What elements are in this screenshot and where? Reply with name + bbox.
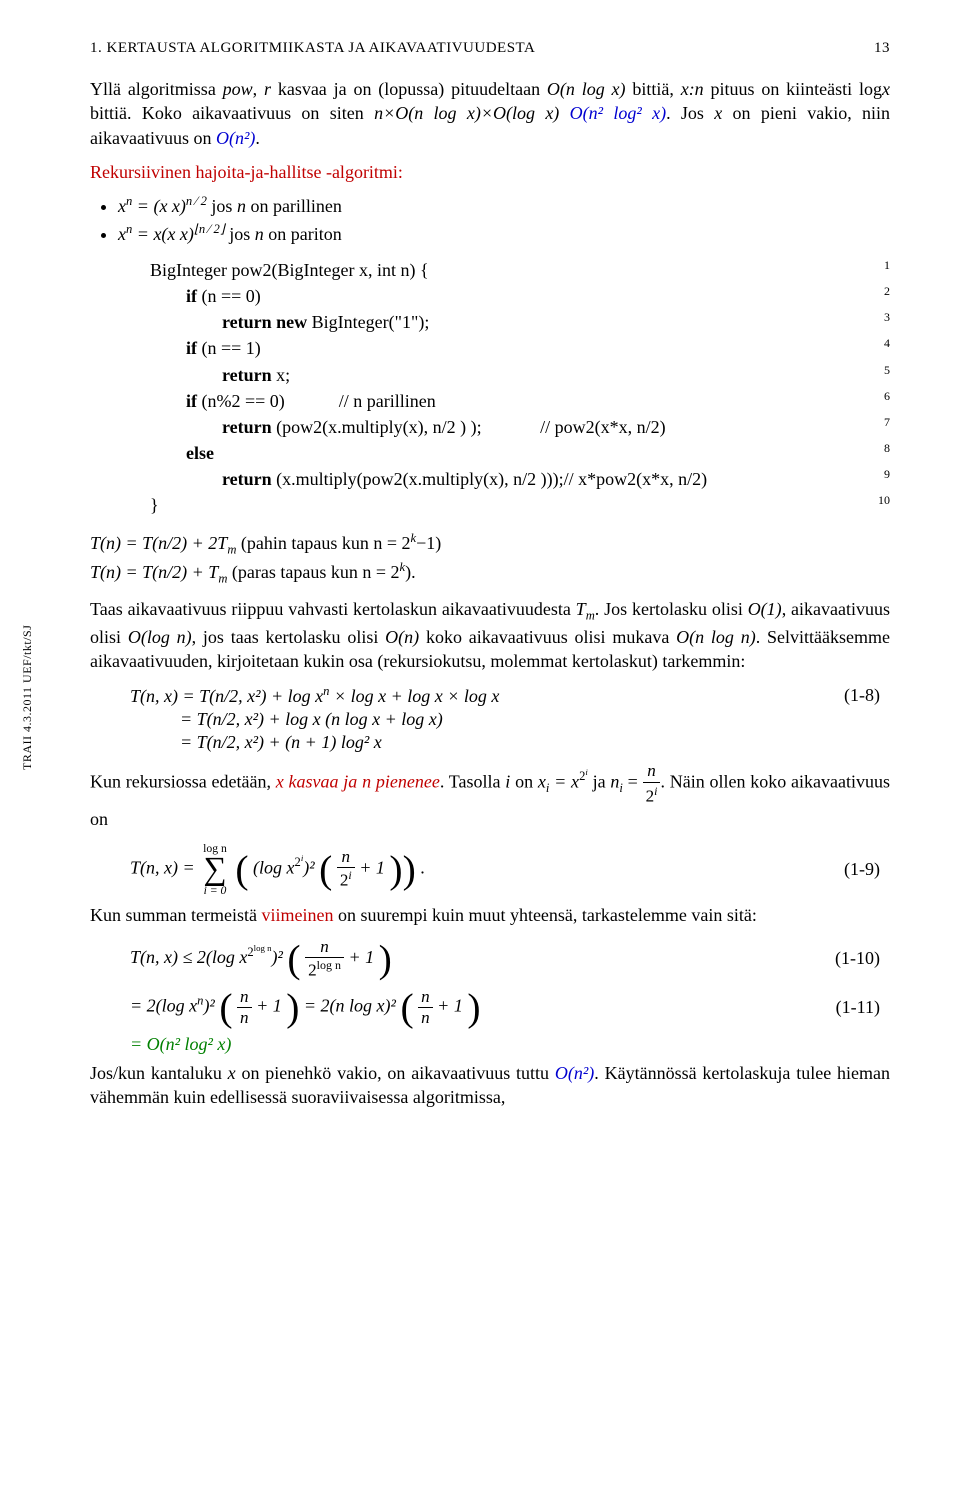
paragraph-2: Rekursiivinen hajoita-ja-hallitse -algor…: [90, 160, 890, 184]
margin-note: TRAII 4.3.2011 UEF/tkt/SJ: [20, 625, 35, 770]
paragraph-7: Jos/kun kantaluku x on pienehkö vakio, o…: [90, 1061, 890, 1110]
paragraph-3: T(n) = T(n/2) + 2Tm (pahin tapaus kun n …: [90, 530, 890, 587]
equation-1-9: T(n, x) = log n∑i = 0 ( (log x2i)² ( n2i…: [130, 842, 890, 897]
bullet-1: xn = (x x)n ⁄ 2 jos n on parillinen: [118, 194, 890, 217]
paragraph-1: Yllä algoritmissa pow, r kasvaa ja on (l…: [90, 77, 890, 150]
chapter-title: 1. KERTAUSTA ALGORITMIIKASTA JA AIKAVAAT…: [90, 40, 535, 56]
bullet-2: xn = x(x x)n ⁄ 2 jos n on pariton: [118, 221, 890, 245]
page-number: 13: [874, 40, 890, 57]
bullet-list: xn = (x x)n ⁄ 2 jos n on parillinen xn =…: [90, 194, 890, 245]
equation-1-10: T(n, x) ≤ 2(log x2log n)² ( n2log n + 1 …: [130, 937, 890, 981]
paragraph-6: Kun summan termeistä viimeinen on suurem…: [90, 903, 890, 927]
equation-final: = O(n² log² x): [130, 1034, 890, 1055]
paragraph-5: Kun rekursiossa edetään, x kasvaa ja n p…: [90, 759, 890, 832]
paragraph-4: Taas aikavaativuus riippuu vahvasti kert…: [90, 597, 890, 673]
page-header: 1. KERTAUSTA ALGORITMIIKASTA JA AIKAVAAT…: [90, 40, 890, 57]
equation-1-11: = 2(log xn)² ( nn + 1 ) = 2(n log x)² ( …: [130, 987, 890, 1028]
code-block: BigInteger pow2(BigInteger x, int n) {1 …: [150, 257, 890, 518]
equation-1-8: T(n, x) = T(n/2, x²) + log xn × log x + …: [130, 684, 890, 753]
